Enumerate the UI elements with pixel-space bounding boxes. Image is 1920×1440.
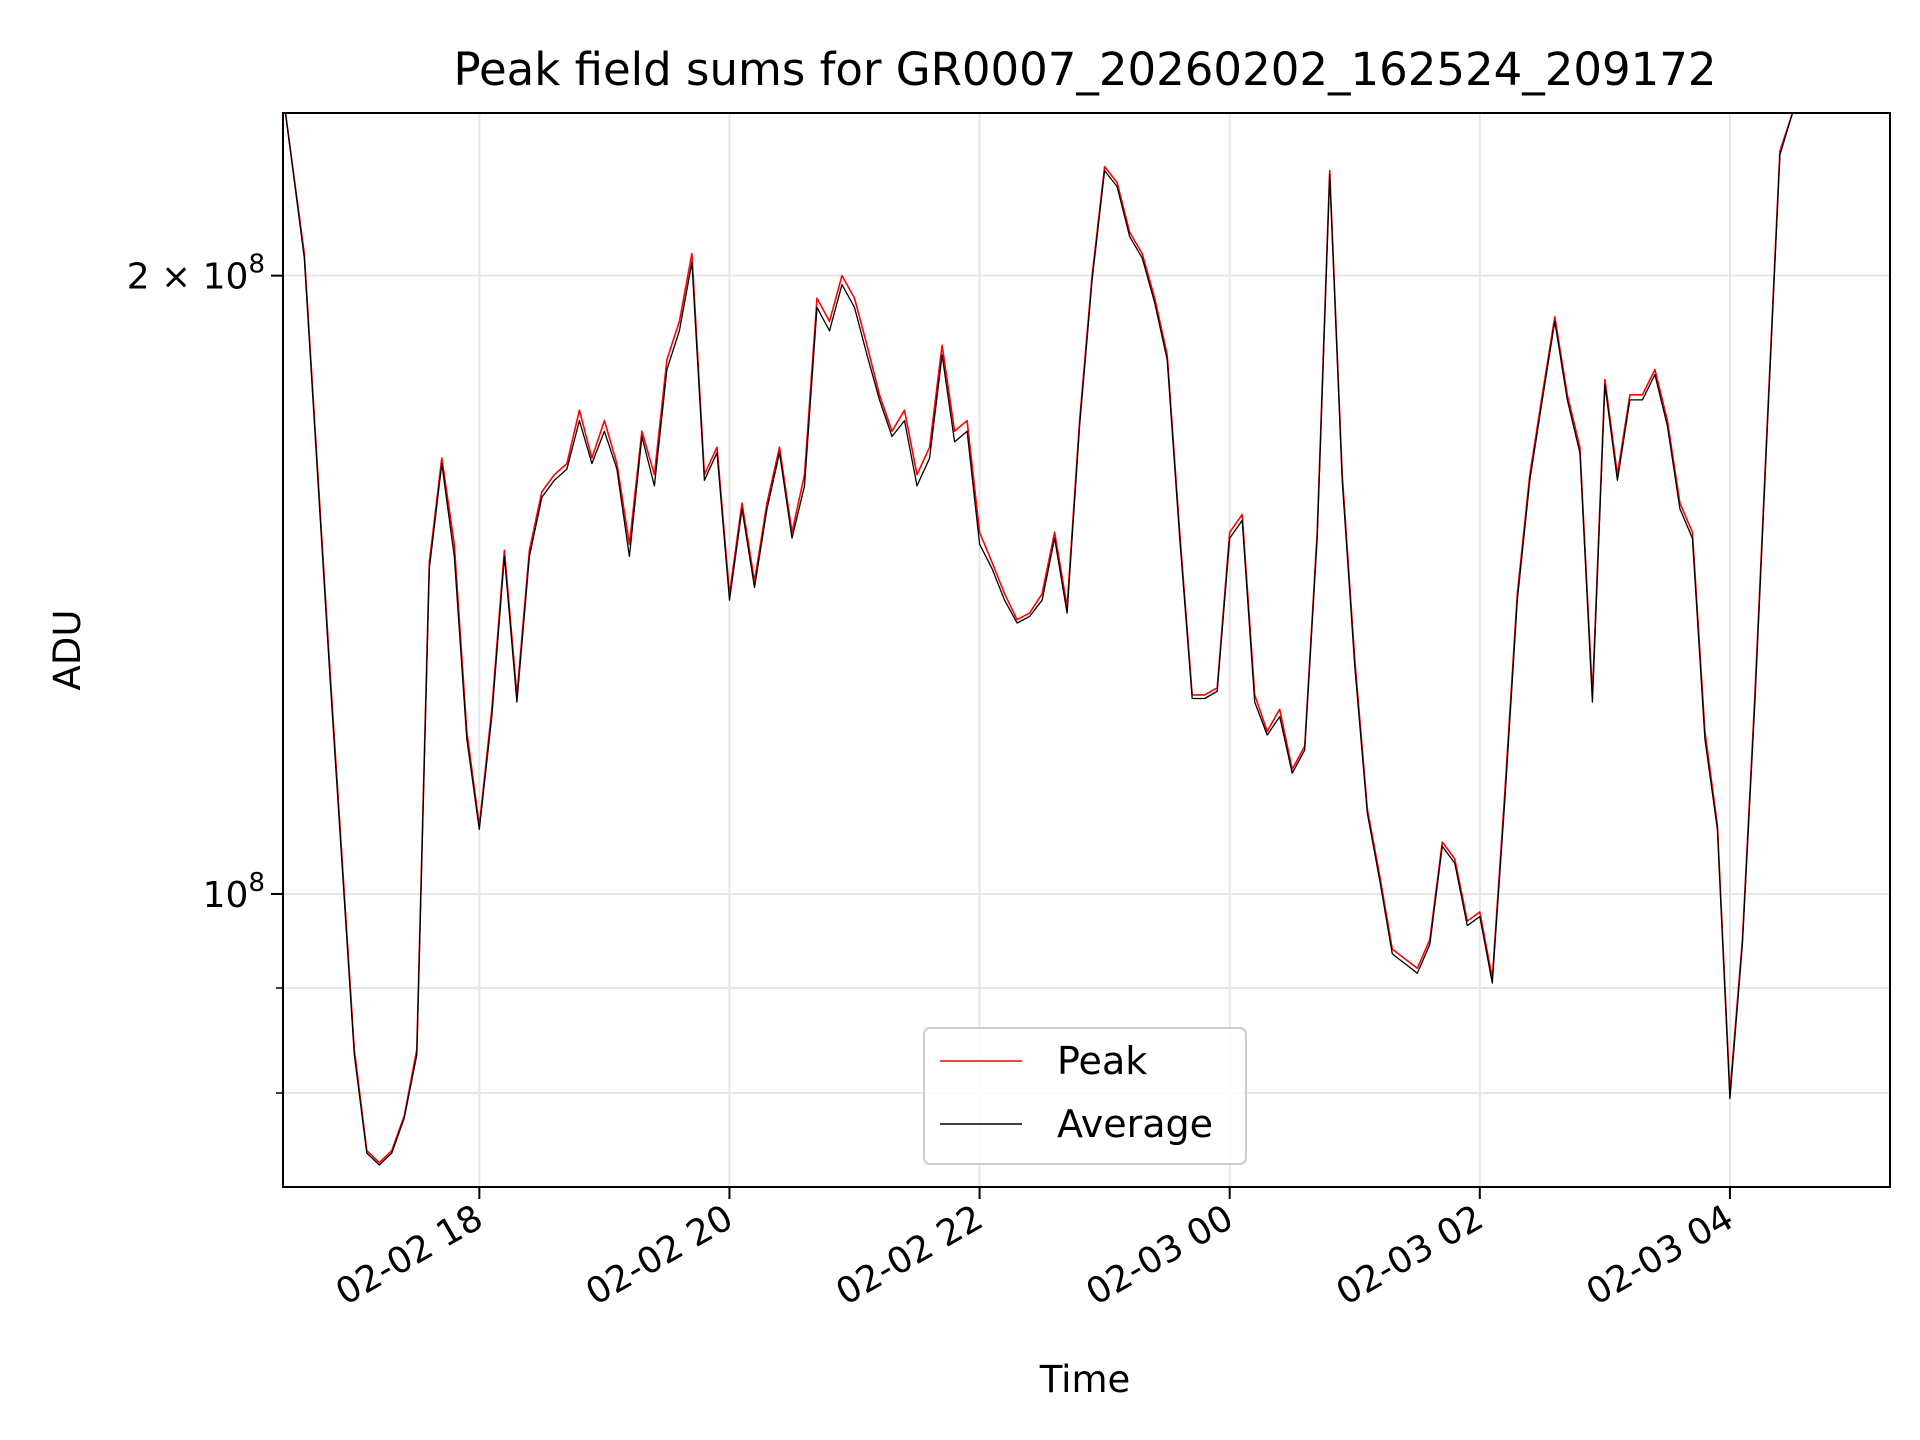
- y-axis-label: ADU: [46, 610, 89, 691]
- legend-peak-label: Peak: [1057, 1039, 1147, 1083]
- legend-box: [923, 1027, 1247, 1165]
- series-line-average: [284, 113, 1818, 1166]
- grid: [283, 113, 1890, 1187]
- legend-average-label: Average: [1057, 1102, 1213, 1146]
- y-tick-label: 2 × 108: [127, 250, 265, 298]
- plot-lines: [284, 113, 1818, 1166]
- chart-title: Peak field sums for GR0007_20260202_1625…: [453, 43, 1716, 96]
- legend: Peak Average: [923, 1027, 1247, 1165]
- x-axis-label: Time: [1039, 1358, 1131, 1401]
- y-tick-label: 108: [203, 868, 265, 916]
- plot-frame: [282, 112, 1891, 1188]
- y-axis: 108 2 × 108: [127, 250, 283, 1094]
